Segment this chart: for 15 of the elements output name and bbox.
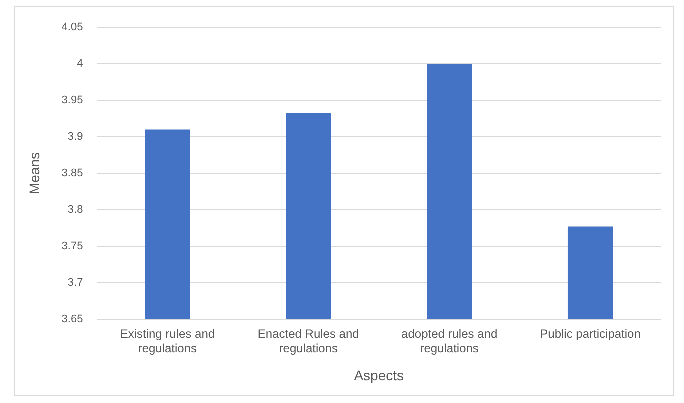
x-tick-label: Existing rules and regulations: [120, 326, 216, 356]
y-tick-label: 3.8: [68, 204, 84, 216]
y-tick-label: 3.85: [62, 168, 84, 180]
x-axis-title: Aspects: [354, 367, 404, 384]
y-tick-label: 4.05: [62, 22, 84, 34]
x-tick-label: adopted rules and regulations: [402, 326, 498, 356]
y-tick-label: 3.65: [62, 313, 84, 326]
y-tick-label: 3.9: [68, 131, 84, 144]
y-tick-label: 3.7: [68, 276, 84, 289]
y-axis-title: Means: [26, 152, 42, 195]
x-tick-label: Public participation: [540, 326, 641, 341]
x-tick-label: Enacted Rules and regulations: [258, 326, 360, 356]
y-tick-label: 4: [77, 58, 84, 70]
y-tick-label: 3.75: [62, 240, 84, 252]
y-tick-label: 3.95: [62, 94, 84, 107]
